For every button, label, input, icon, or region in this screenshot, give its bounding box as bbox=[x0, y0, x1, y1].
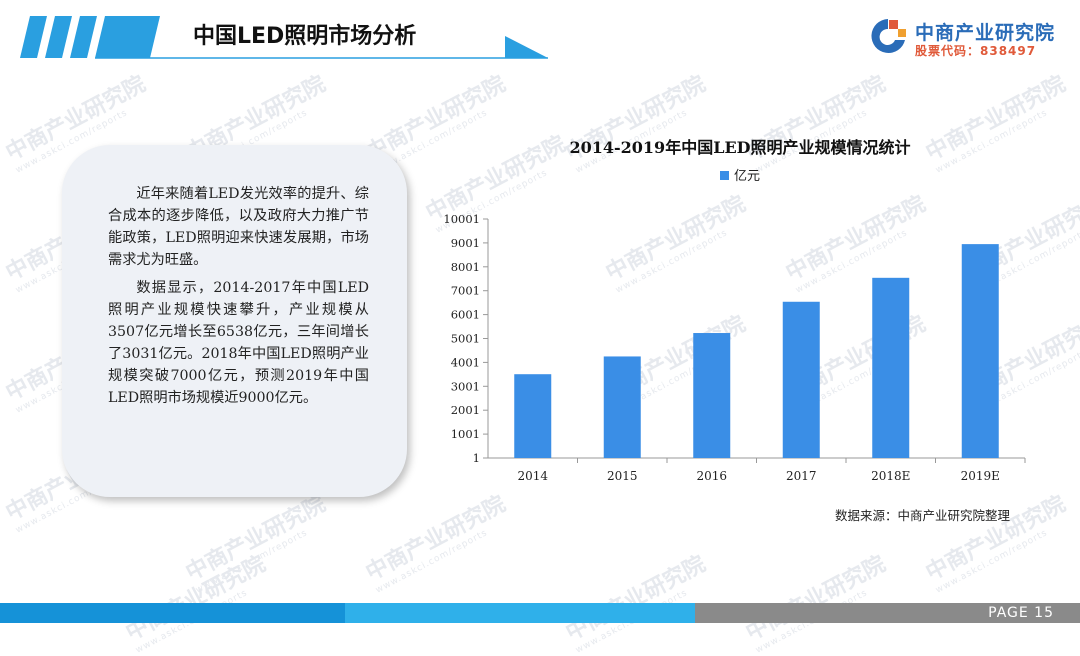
bar bbox=[693, 333, 731, 458]
company-logo-icon bbox=[871, 19, 906, 53]
chart-title: 2014-2019年中国LED照明产业规模情况统计 bbox=[569, 138, 911, 157]
description-panel: 近年来随着LED发光效率的提升、综合成本的逐步降低，以及政府大力推广节能政策，L… bbox=[62, 145, 407, 497]
y-tick-label: 5001 bbox=[451, 332, 480, 346]
y-tick-label: 8001 bbox=[451, 260, 480, 274]
x-tick-label: 2017 bbox=[786, 469, 817, 483]
header-stripes bbox=[20, 16, 548, 59]
page-title: 中国LED照明市场分析 bbox=[193, 24, 417, 49]
page-number: PAGE 15 bbox=[988, 605, 1054, 621]
y-tick-label: 3001 bbox=[451, 379, 480, 393]
y-tick-label: 10001 bbox=[443, 212, 480, 226]
bar bbox=[514, 374, 552, 458]
footer-bar bbox=[0, 603, 1080, 623]
bar bbox=[603, 356, 641, 458]
y-tick-label: 4001 bbox=[451, 355, 480, 369]
legend-swatch bbox=[720, 171, 729, 180]
legend-label: 亿元 bbox=[734, 169, 760, 184]
y-tick-label: 9001 bbox=[451, 236, 480, 250]
data-source-note: 数据来源：中商产业研究院整理 bbox=[835, 508, 1011, 523]
bar bbox=[782, 301, 820, 458]
y-tick-label: 7001 bbox=[451, 284, 480, 298]
y-tick-label: 1001 bbox=[451, 427, 480, 441]
y-tick-label: 2001 bbox=[451, 403, 480, 417]
x-tick-label: 2019E bbox=[961, 469, 1000, 483]
x-tick-label: 2016 bbox=[696, 469, 727, 483]
x-tick-label: 2015 bbox=[607, 469, 638, 483]
bar bbox=[872, 277, 910, 458]
description-paragraph: 近年来随着LED发光效率的提升、综合成本的逐步降低，以及政府大力推广节能政策，L… bbox=[108, 186, 369, 268]
y-tick-label: 1 bbox=[473, 451, 480, 465]
y-tick-label: 6001 bbox=[451, 308, 480, 322]
bar-chart: 亿元 1 1001 2001 3001 4001 5001 6001 7001 8001 9001 1… bbox=[443, 169, 1026, 483]
description-paragraph: 数据显示，2014-2017年中国LED照明产业规模快速攀升，产业规模从3507… bbox=[108, 280, 369, 406]
x-tick-label: 2014 bbox=[517, 469, 548, 483]
bar bbox=[961, 244, 999, 458]
x-tick-label: 2018E bbox=[871, 469, 910, 483]
company-logo-name: 中商产业研究院 bbox=[915, 22, 1056, 44]
company-stock-code: 股票代码：838497 bbox=[915, 44, 1037, 58]
